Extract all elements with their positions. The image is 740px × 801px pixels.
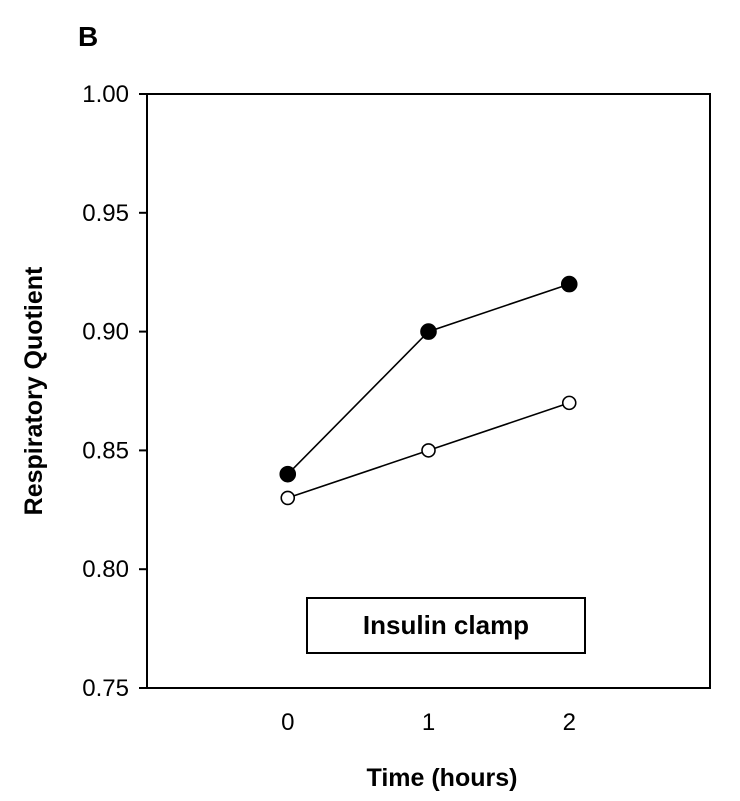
x-tick-label: 0 <box>281 709 294 736</box>
y-tick-label: 0.85 <box>82 437 129 464</box>
data-series <box>279 275 578 506</box>
annotation-text: Insulin clamp <box>363 610 529 640</box>
x-axis-title: Time (hours) <box>367 764 518 792</box>
data-point-filled <box>420 323 437 340</box>
y-tick-label: 0.75 <box>82 675 129 702</box>
annotation-frame <box>306 597 586 654</box>
panel-label: B <box>78 21 98 52</box>
plot-frame <box>146 93 711 689</box>
y-tick-label: 0.95 <box>82 200 129 227</box>
x-axis: 0 1 2 <box>281 709 576 736</box>
y-axis: 0.75 0.80 0.85 0.90 0.95 1.00 <box>82 81 147 702</box>
data-point-filled <box>560 275 578 293</box>
y-tick-label: 1.00 <box>82 81 129 108</box>
data-point-filled <box>279 465 297 483</box>
data-point-open <box>561 395 577 411</box>
data-point-open <box>280 490 296 506</box>
x-tick-label: 1 <box>422 709 435 736</box>
data-point-open <box>421 443 436 458</box>
y-tick-label: 0.90 <box>82 319 129 346</box>
y-tick-label: 0.80 <box>82 556 129 583</box>
y-axis-title: Respiratory Quotient <box>20 266 48 515</box>
x-tick-label: 2 <box>563 709 576 736</box>
annotation-box: Insulin clamp <box>306 597 586 654</box>
